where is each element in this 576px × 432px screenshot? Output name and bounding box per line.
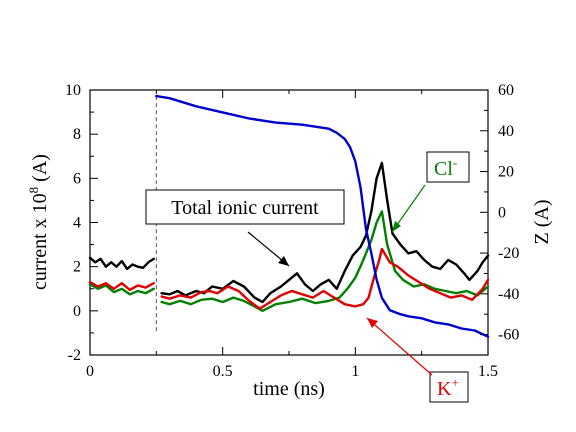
series-2-segment-1 (160, 247, 490, 310)
y-left-tick-label: 4 (73, 215, 81, 232)
series-0-segment-1 (160, 161, 490, 304)
y-left-tick-label: 0 (73, 303, 81, 320)
cl-label: Cl- (434, 155, 457, 180)
series-2-segment-0 (88, 280, 155, 292)
y-right-tick-label: 20 (498, 164, 514, 181)
y-right-tick-label: -40 (498, 286, 519, 303)
series-1-segment-1 (160, 210, 490, 312)
series-1-segment-0 (88, 283, 155, 296)
x-tick-label: 0 (86, 363, 94, 380)
k-label-box (429, 371, 469, 403)
cl-arrowhead (392, 221, 401, 232)
x-tick-label: 1.5 (478, 363, 498, 380)
y-left-tick-label: -2 (68, 347, 81, 364)
y-axis-left-title: current x 108 (A) (26, 154, 51, 290)
series-0-segment-0 (88, 256, 155, 271)
total-arrowhead (278, 256, 289, 266)
k-label: K+ (437, 375, 459, 400)
cl-label-box (426, 151, 470, 183)
y-right-tick-label: -20 (498, 245, 519, 262)
y-left-tick-label: 2 (73, 259, 81, 276)
x-axis-title: time (ns) (253, 378, 325, 400)
x-tick-label: 1 (351, 363, 359, 380)
y-left-tick-label: 6 (73, 170, 81, 187)
series-3-segment-0 (155, 94, 490, 338)
y-right-tick-label: -60 (498, 327, 519, 344)
total-label-box (145, 189, 345, 225)
y-left-tick-label: 8 (73, 126, 81, 143)
x-tick-label: 0.5 (213, 363, 233, 380)
k-arrow (366, 317, 433, 376)
y-right-tick-label: 40 (498, 123, 514, 140)
y-left-tick-label: 10 (65, 82, 81, 99)
k-arrowhead (367, 318, 378, 328)
total-label: Total ionic current (171, 197, 319, 219)
y-right-tick-label: 0 (498, 204, 506, 221)
series-layer (88, 94, 490, 338)
y-axis-right-title: Z (A) (531, 200, 553, 245)
y-right-tick-label: 60 (498, 82, 514, 99)
